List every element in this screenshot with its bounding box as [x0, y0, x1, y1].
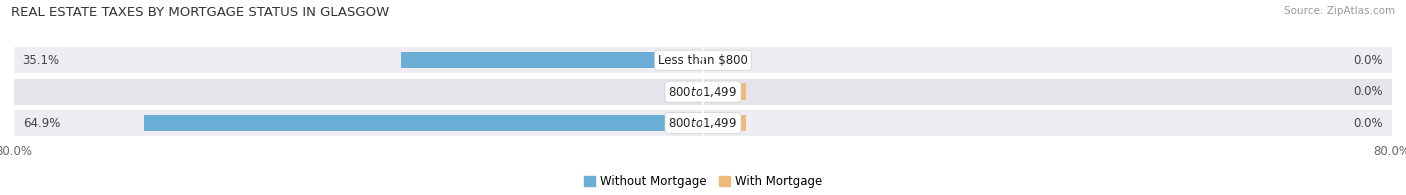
- Text: Source: ZipAtlas.com: Source: ZipAtlas.com: [1284, 6, 1395, 16]
- Text: 0.0%: 0.0%: [1354, 85, 1384, 98]
- Text: 64.9%: 64.9%: [22, 117, 60, 130]
- Legend: Without Mortgage, With Mortgage: Without Mortgage, With Mortgage: [583, 175, 823, 188]
- Bar: [401, 52, 703, 68]
- Bar: [143, 115, 703, 131]
- Text: $800 to $1,499: $800 to $1,499: [668, 85, 738, 99]
- Bar: [703, 115, 747, 131]
- Text: 0.0%: 0.0%: [1354, 54, 1384, 67]
- Bar: [14, 110, 1392, 136]
- Bar: [703, 83, 747, 100]
- Text: Less than $800: Less than $800: [658, 54, 748, 67]
- Text: 35.1%: 35.1%: [22, 54, 60, 67]
- Bar: [703, 52, 747, 68]
- Text: REAL ESTATE TAXES BY MORTGAGE STATUS IN GLASGOW: REAL ESTATE TAXES BY MORTGAGE STATUS IN …: [11, 6, 389, 19]
- Bar: [14, 47, 1392, 73]
- Text: $800 to $1,499: $800 to $1,499: [668, 116, 738, 130]
- Bar: [14, 79, 1392, 105]
- Text: 0.0%: 0.0%: [1354, 117, 1384, 130]
- Text: 0.0%: 0.0%: [665, 85, 695, 98]
